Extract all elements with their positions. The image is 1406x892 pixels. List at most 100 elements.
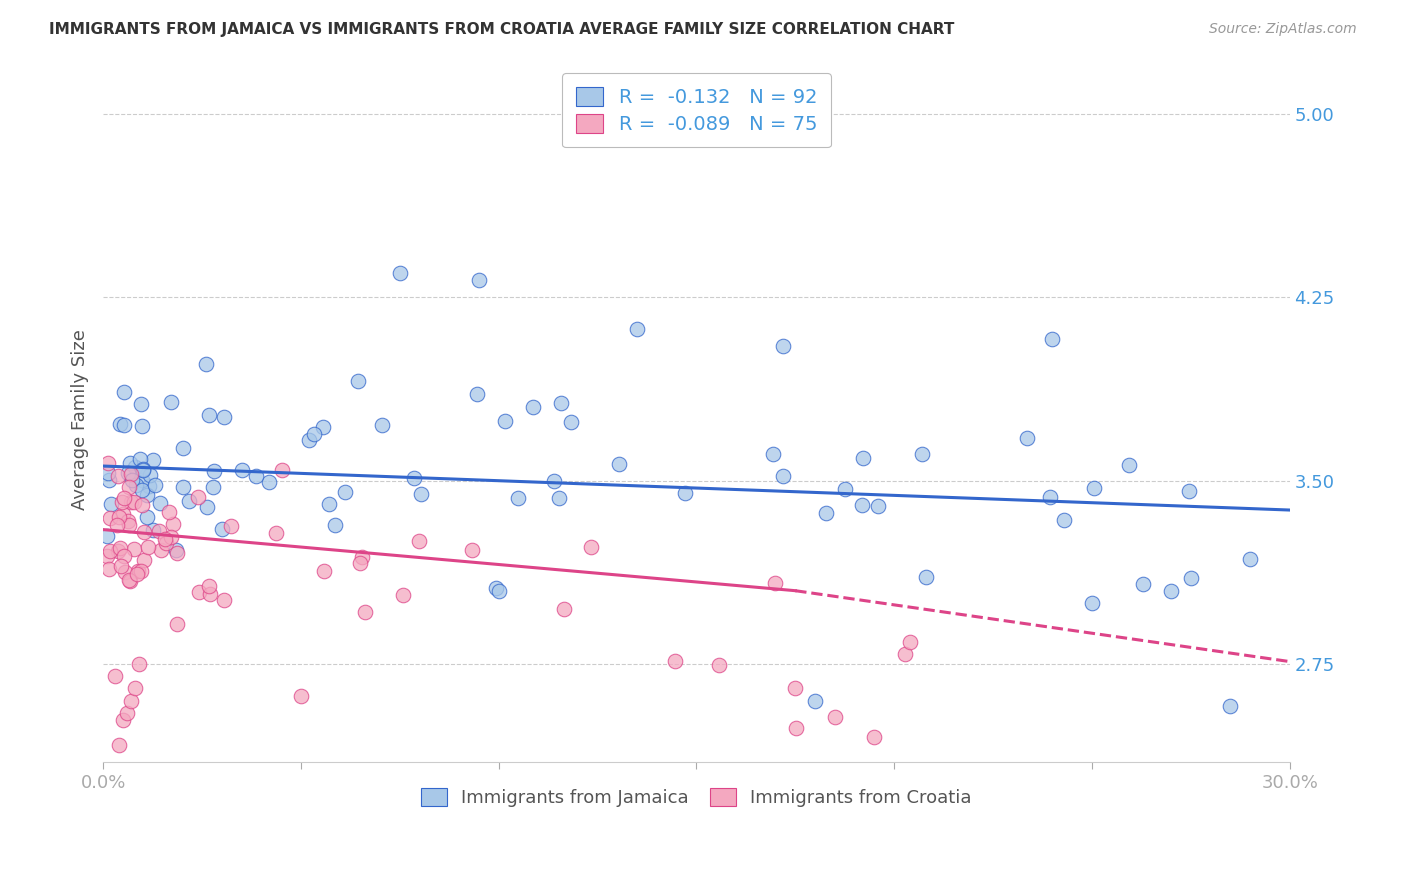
Point [121, 474, 143, 488]
Point [115, 706, 138, 720]
Point [1052, 513, 1074, 527]
Point [335, 484, 357, 499]
Point [1132, 576, 1154, 591]
Point [108, 738, 131, 752]
Point [197, 579, 219, 593]
Point [124, 460, 146, 475]
Point [494, 414, 516, 428]
Point [195, 500, 218, 515]
Point [159, 394, 181, 409]
Point [142, 452, 165, 467]
Point [149, 496, 172, 510]
Point [824, 710, 846, 724]
Point [111, 713, 134, 727]
Point [112, 549, 135, 563]
Y-axis label: Average Family Size: Average Family Size [72, 329, 89, 510]
Point [128, 657, 150, 671]
Point [131, 498, 153, 512]
Point [127, 564, 149, 578]
Point [131, 419, 153, 434]
Point [143, 478, 166, 492]
Point [142, 523, 165, 537]
Point [211, 522, 233, 536]
Point [107, 543, 129, 558]
Point [125, 478, 148, 492]
Point [212, 592, 235, 607]
Point [120, 694, 142, 708]
Point [468, 273, 491, 287]
Point [194, 357, 217, 371]
Point [108, 417, 131, 431]
Point [110, 558, 132, 573]
Point [104, 669, 127, 683]
Point [772, 339, 794, 353]
Point [138, 479, 160, 493]
Point [1039, 490, 1062, 504]
Point [129, 564, 152, 578]
Point [107, 469, 129, 483]
Point [120, 467, 142, 482]
Point [153, 532, 176, 546]
Point [1239, 552, 1261, 566]
Point [187, 491, 209, 505]
Point [852, 450, 875, 465]
Point [664, 654, 686, 668]
Point [765, 576, 787, 591]
Point [245, 469, 267, 483]
Point [124, 542, 146, 557]
Point [96, 529, 118, 543]
Point [118, 456, 141, 470]
Text: IMMIGRANTS FROM JAMAICA VS IMMIGRANTS FROM CROATIA AVERAGE FAMILY SIZE CORRELATI: IMMIGRANTS FROM JAMAICA VS IMMIGRANTS FR… [49, 22, 955, 37]
Point [346, 374, 368, 388]
Point [371, 417, 394, 432]
Point [127, 566, 149, 581]
Point [197, 408, 219, 422]
Point [318, 497, 340, 511]
Point [136, 510, 159, 524]
Point [290, 689, 312, 703]
Point [785, 681, 807, 696]
Point [98, 544, 121, 558]
Point [110, 541, 132, 555]
Point [112, 385, 135, 400]
Point [155, 535, 177, 549]
Legend: Immigrants from Jamaica, Immigrants from Croatia: Immigrants from Jamaica, Immigrants from… [413, 781, 979, 814]
Point [485, 581, 508, 595]
Point [118, 574, 141, 589]
Point [312, 564, 335, 578]
Point [204, 465, 226, 479]
Point [1178, 483, 1201, 498]
Point [132, 463, 155, 477]
Point [114, 565, 136, 579]
Point [118, 573, 141, 587]
Point [408, 533, 430, 548]
Point [134, 553, 156, 567]
Point [136, 488, 159, 502]
Point [97, 456, 120, 470]
Point [911, 447, 934, 461]
Point [212, 410, 235, 425]
Point [157, 505, 180, 519]
Point [626, 322, 648, 336]
Point [762, 447, 785, 461]
Point [548, 491, 571, 506]
Point [404, 471, 426, 485]
Point [304, 427, 326, 442]
Point [460, 543, 482, 558]
Point [177, 494, 200, 508]
Point [409, 487, 432, 501]
Point [162, 517, 184, 532]
Point [1219, 698, 1241, 713]
Point [1180, 571, 1202, 585]
Point [112, 491, 135, 505]
Point [1015, 431, 1038, 445]
Point [112, 418, 135, 433]
Point [128, 451, 150, 466]
Point [172, 480, 194, 494]
Point [488, 583, 510, 598]
Point [522, 400, 544, 414]
Point [1083, 481, 1105, 495]
Point [349, 556, 371, 570]
Point [111, 495, 134, 509]
Point [100, 497, 122, 511]
